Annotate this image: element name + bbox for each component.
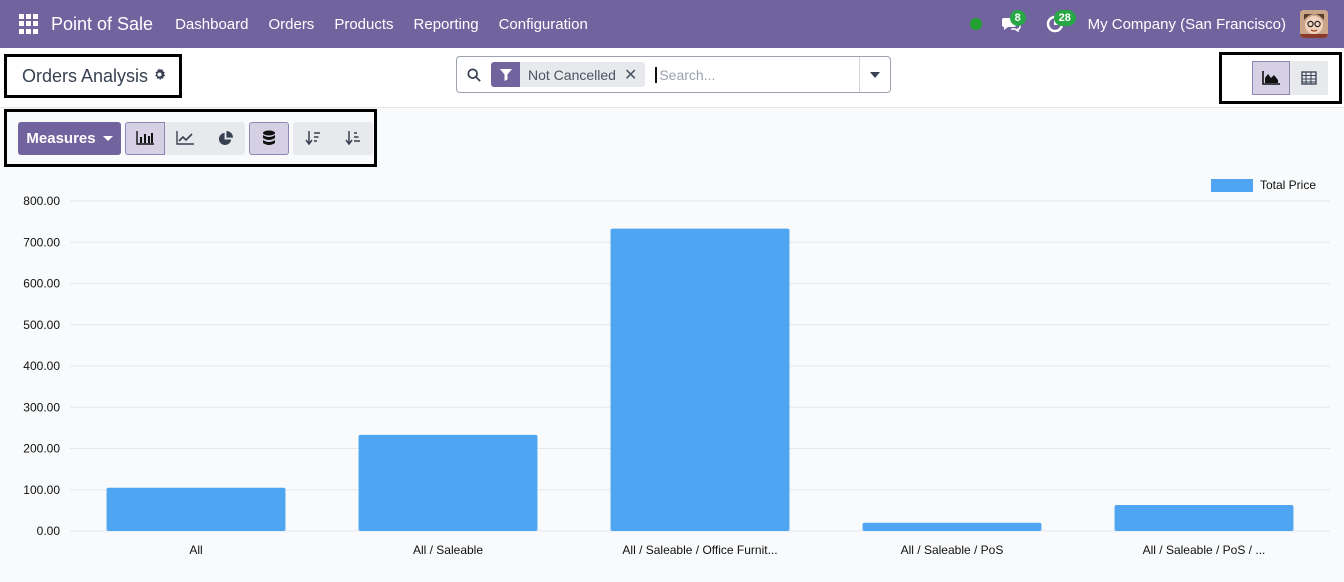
company-switcher[interactable]: My Company (San Francisco)	[1087, 15, 1286, 33]
bar[interactable]	[358, 434, 538, 531]
y-tick-label: 300.00	[23, 400, 60, 414]
legend-label[interactable]: Total Price	[1260, 178, 1316, 192]
x-tick-label: All / Saleable / PoS / ...	[1143, 543, 1266, 557]
page-title: Orders Analysis	[22, 65, 149, 86]
messages-button[interactable]: 8	[996, 9, 1026, 39]
database-icon	[263, 130, 275, 145]
measures-label: Measures	[26, 129, 96, 147]
bar-chart-icon	[136, 131, 154, 145]
x-tick-label: All / Saleable / PoS	[901, 543, 1004, 557]
sort-desc-icon	[305, 131, 320, 146]
filter-icon	[491, 62, 520, 87]
menu-configuration[interactable]: Configuration	[498, 15, 588, 33]
messages-badge: 8	[1009, 10, 1026, 26]
search-facet[interactable]: Not Cancelled ✕	[491, 62, 646, 87]
menu-orders[interactable]: Orders	[268, 15, 315, 33]
y-tick-label: 600.00	[23, 277, 60, 291]
x-tick-label: All	[189, 543, 202, 557]
graph-view-button[interactable]	[1252, 61, 1290, 95]
apps-menu-icon[interactable]	[19, 14, 39, 34]
pivot-view-button[interactable]	[1290, 61, 1328, 95]
search-input[interactable]	[655, 66, 856, 83]
area-chart-icon	[1262, 71, 1280, 85]
y-tick-label: 200.00	[23, 442, 60, 456]
app-name[interactable]: Point of Sale	[51, 13, 154, 34]
bar-chart: 0.00 100.00 200.00 300.00 400.00 500.00 600.00…	[23, 178, 1330, 557]
pie-chart-button[interactable]	[205, 121, 245, 155]
measures-button[interactable]: Measures	[18, 121, 121, 155]
x-tick-label: All / Saleable / Office Furnit...	[622, 543, 777, 557]
sort-descending-button[interactable]	[293, 121, 333, 155]
view-switcher	[1219, 52, 1342, 104]
caret-down-icon	[870, 71, 880, 78]
bar[interactable]	[862, 522, 1042, 531]
chart-type-group	[125, 121, 245, 155]
top-navbar: Point of Sale Dashboard Orders Products …	[0, 0, 1344, 48]
gear-icon[interactable]	[153, 68, 166, 84]
breadcrumb: Orders Analysis	[4, 54, 182, 98]
graph-toolbar: Measures	[4, 109, 377, 167]
search-icon	[457, 67, 491, 82]
stacked-button[interactable]	[249, 121, 289, 155]
sort-asc-icon	[345, 131, 360, 146]
line-chart-icon	[176, 131, 194, 145]
y-tick-label: 400.00	[23, 359, 60, 373]
caret-down-icon	[102, 135, 113, 141]
facet-remove-icon[interactable]: ✕	[623, 66, 638, 84]
sort-ascending-button[interactable]	[333, 121, 373, 155]
avatar-face-icon	[1300, 10, 1328, 38]
bar-chart-button[interactable]	[125, 121, 165, 155]
line-chart-button[interactable]	[165, 121, 205, 155]
activities-button[interactable]: 28	[1040, 9, 1076, 39]
sort-group	[293, 121, 373, 155]
menu-reporting[interactable]: Reporting	[413, 15, 479, 33]
chart-container: 0.00 100.00 200.00 300.00 400.00 500.00 600.00…	[0, 170, 1344, 577]
y-tick-label: 500.00	[23, 318, 60, 332]
user-avatar[interactable]	[1300, 10, 1328, 38]
search-options-toggle[interactable]	[859, 57, 890, 92]
menu-dashboard[interactable]: Dashboard	[175, 15, 249, 33]
legend-swatch[interactable]	[1211, 179, 1253, 192]
x-tick-label: All / Saleable	[413, 543, 483, 557]
facet-label: Not Cancelled	[528, 66, 616, 83]
presence-status-icon	[969, 18, 982, 30]
y-tick-label: 700.00	[23, 235, 60, 249]
menu-products[interactable]: Products	[334, 15, 394, 33]
bar[interactable]	[106, 487, 286, 531]
bar[interactable]	[1114, 505, 1294, 531]
pie-chart-icon	[218, 130, 233, 145]
search-bar: Not Cancelled ✕	[456, 56, 891, 93]
y-tick-label: 100.00	[23, 483, 60, 497]
activities-badge: 28	[1053, 10, 1076, 26]
bar[interactable]	[610, 228, 790, 531]
y-tick-label: 800.00	[23, 194, 60, 208]
control-panel: Orders Analysis Not Cancelled ✕	[0, 48, 1344, 108]
table-icon	[1301, 71, 1317, 85]
y-tick-label: 0.00	[37, 524, 61, 538]
